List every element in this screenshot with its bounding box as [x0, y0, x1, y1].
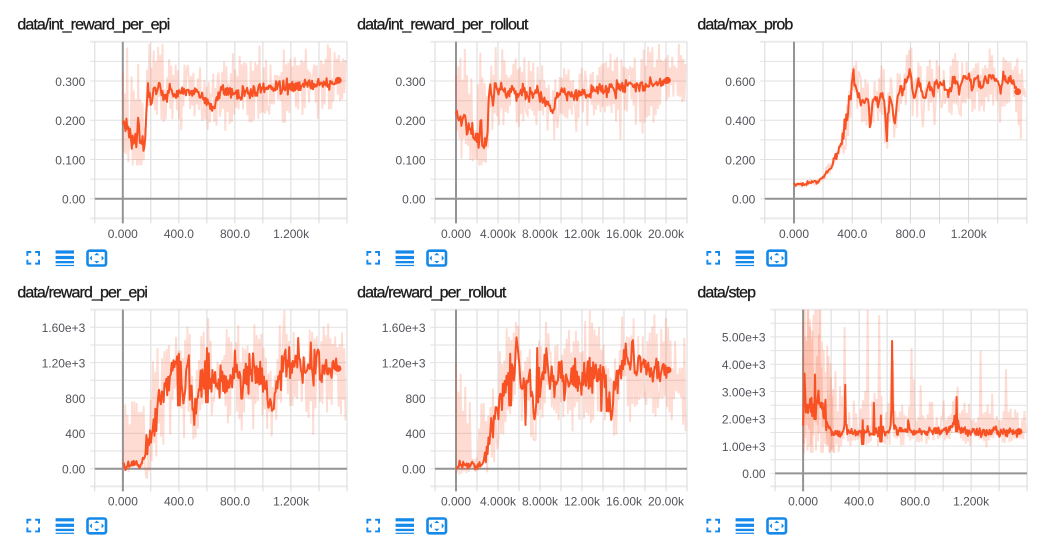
svg-text:20.00k: 20.00k	[648, 227, 685, 241]
svg-text:1.20e+3: 1.20e+3	[42, 357, 86, 371]
svg-text:0.200: 0.200	[725, 153, 755, 167]
svg-text:0.100: 0.100	[395, 153, 425, 167]
svg-text:data/step: data/step	[697, 285, 756, 302]
svg-text:800.0: 800.0	[220, 495, 250, 509]
svg-text:8.000k: 8.000k	[522, 227, 559, 241]
svg-text:400.0: 400.0	[164, 495, 194, 509]
svg-text:400: 400	[65, 427, 85, 441]
svg-text:2.00e+3: 2.00e+3	[722, 413, 766, 427]
svg-text:data/reward_per_rollout: data/reward_per_rollout	[357, 285, 507, 302]
svg-text:800: 800	[405, 392, 425, 406]
svg-text:0.00: 0.00	[742, 467, 766, 481]
svg-text:400.0: 400.0	[844, 495, 874, 509]
svg-text:data/int_reward_per_rollout: data/int_reward_per_rollout	[357, 16, 529, 33]
svg-text:3.00e+3: 3.00e+3	[722, 385, 766, 399]
svg-text:data/int_reward_per_epi: data/int_reward_per_epi	[17, 16, 169, 33]
svg-text:400: 400	[405, 427, 425, 441]
svg-text:0.000: 0.000	[108, 495, 138, 509]
svg-text:12.00k: 12.00k	[564, 227, 601, 241]
svg-text:4.000k: 4.000k	[480, 227, 517, 241]
svg-text:0.300: 0.300	[395, 75, 425, 89]
svg-text:0.00: 0.00	[402, 463, 426, 477]
svg-text:0.00: 0.00	[402, 193, 426, 207]
svg-text:1.20e+3: 1.20e+3	[382, 357, 426, 371]
svg-text:4.000k: 4.000k	[480, 495, 517, 509]
svg-text:0.000: 0.000	[441, 495, 471, 509]
svg-text:16.00k: 16.00k	[606, 495, 643, 509]
svg-text:1.200k: 1.200k	[273, 227, 310, 241]
svg-text:0.00: 0.00	[732, 193, 756, 207]
svg-text:400.0: 400.0	[164, 227, 194, 241]
svg-text:0.000: 0.000	[108, 227, 138, 241]
svg-text:0.000: 0.000	[779, 227, 809, 241]
svg-text:1.60e+3: 1.60e+3	[382, 321, 426, 335]
svg-text:800.0: 800.0	[220, 227, 250, 241]
svg-text:12.00k: 12.00k	[564, 495, 601, 509]
svg-text:5.00e+3: 5.00e+3	[722, 331, 766, 345]
svg-text:0.000: 0.000	[441, 227, 471, 241]
svg-text:1.200k: 1.200k	[951, 227, 988, 241]
svg-text:0.300: 0.300	[55, 75, 85, 89]
svg-text:0.000: 0.000	[788, 495, 818, 509]
svg-text:data/reward_per_epi: data/reward_per_epi	[17, 285, 147, 302]
svg-text:0.200: 0.200	[55, 114, 85, 128]
svg-text:800.0: 800.0	[900, 495, 930, 509]
svg-text:0.600: 0.600	[725, 75, 755, 89]
svg-text:1.60e+3: 1.60e+3	[42, 321, 86, 335]
svg-text:8.000k: 8.000k	[522, 495, 559, 509]
svg-text:data/max_prob: data/max_prob	[697, 16, 793, 33]
svg-text:0.100: 0.100	[55, 153, 85, 167]
svg-text:800: 800	[65, 392, 85, 406]
svg-text:0.400: 0.400	[725, 114, 755, 128]
svg-text:0.200: 0.200	[395, 114, 425, 128]
svg-text:800.0: 800.0	[895, 227, 925, 241]
svg-text:1.200k: 1.200k	[273, 495, 310, 509]
svg-text:1.200k: 1.200k	[953, 495, 990, 509]
svg-text:400.0: 400.0	[837, 227, 867, 241]
svg-text:20.00k: 20.00k	[648, 495, 685, 509]
svg-text:1.00e+3: 1.00e+3	[722, 440, 766, 454]
svg-text:0.00: 0.00	[62, 463, 86, 477]
svg-text:0.00: 0.00	[62, 193, 86, 207]
svg-text:16.00k: 16.00k	[606, 227, 643, 241]
svg-text:4.00e+3: 4.00e+3	[722, 358, 766, 372]
